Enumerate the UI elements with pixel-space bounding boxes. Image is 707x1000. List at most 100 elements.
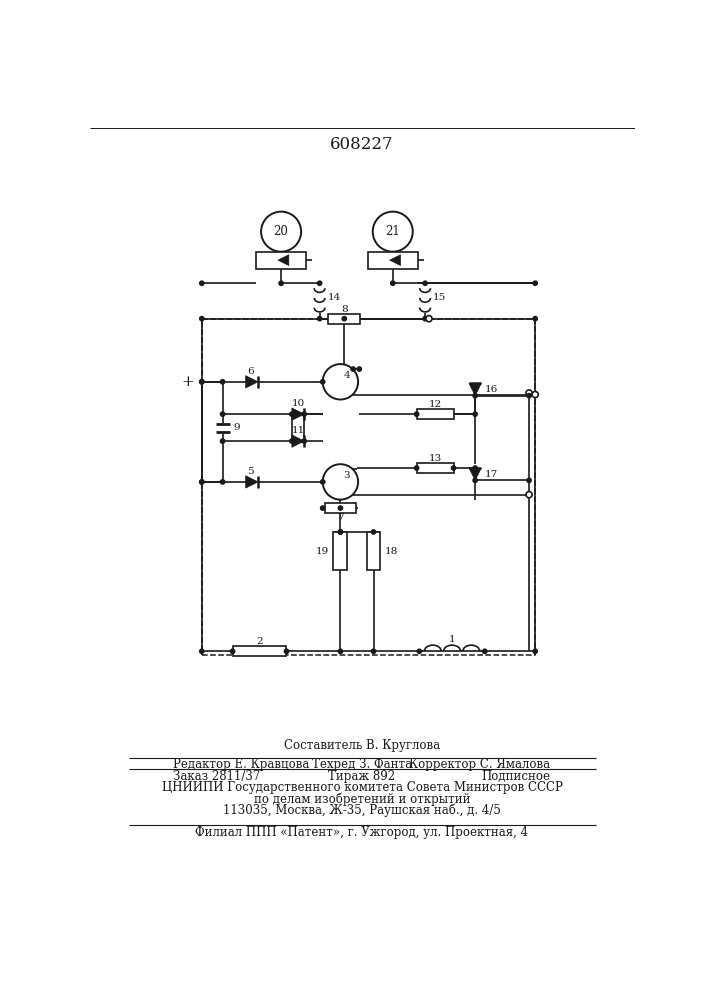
Circle shape [533, 317, 537, 321]
Circle shape [532, 391, 538, 398]
Circle shape [526, 390, 532, 396]
Circle shape [473, 412, 477, 416]
Bar [256, 252, 306, 269]
Text: ЦНИИПИ Государственного комитета Совета Министров СССР: ЦНИИПИ Государственного комитета Совета … [161, 781, 562, 794]
Circle shape [320, 380, 325, 384]
Text: 1: 1 [449, 635, 455, 644]
Circle shape [284, 649, 288, 653]
Polygon shape [292, 435, 304, 447]
Circle shape [527, 394, 531, 398]
Circle shape [452, 466, 456, 470]
Circle shape [351, 367, 356, 371]
Text: 8: 8 [341, 305, 348, 314]
Bar [328, 314, 361, 324]
Bar [368, 252, 418, 269]
Polygon shape [278, 255, 288, 266]
Polygon shape [469, 383, 481, 396]
Bar [366, 532, 380, 570]
Text: Корректор С. Ямалова: Корректор С. Ямалова [409, 758, 551, 771]
Circle shape [483, 649, 487, 653]
Circle shape [414, 466, 419, 470]
Text: 6: 6 [247, 367, 254, 376]
Circle shape [371, 530, 375, 534]
Text: Филиал ППП «Патент», г. Ужгород, ул. Проектная, 4: Филиал ППП «Патент», г. Ужгород, ул. Про… [195, 826, 529, 839]
Text: 10: 10 [291, 399, 305, 408]
Text: Техред З. Фанта: Техред З. Фанта [312, 758, 412, 771]
Circle shape [221, 480, 225, 484]
Circle shape [199, 281, 204, 285]
Bar [334, 532, 347, 570]
Circle shape [473, 478, 477, 483]
Circle shape [261, 212, 301, 252]
Text: по делам изобретений и открытий: по делам изобретений и открытий [254, 792, 470, 806]
Circle shape [199, 480, 204, 484]
Polygon shape [246, 476, 258, 488]
Circle shape [221, 439, 225, 443]
Text: +: + [181, 375, 194, 389]
Circle shape [199, 380, 204, 384]
Circle shape [317, 317, 322, 321]
Circle shape [199, 649, 204, 653]
Circle shape [390, 281, 395, 285]
Polygon shape [292, 408, 304, 420]
Circle shape [322, 464, 358, 500]
Circle shape [527, 492, 531, 497]
Text: 13: 13 [428, 454, 442, 463]
Circle shape [320, 480, 325, 484]
Polygon shape [390, 255, 400, 266]
Text: 16: 16 [484, 385, 498, 394]
Text: 12: 12 [428, 400, 442, 409]
Bar [201, 319, 535, 655]
Circle shape [221, 412, 225, 416]
Circle shape [473, 466, 477, 470]
Text: Заказ 2811/37: Заказ 2811/37 [173, 770, 260, 783]
Text: 20: 20 [274, 225, 288, 238]
Circle shape [317, 281, 322, 285]
Text: Тираж 892: Тираж 892 [328, 770, 395, 783]
Circle shape [371, 649, 375, 653]
Circle shape [338, 530, 343, 534]
Text: 2: 2 [256, 637, 263, 646]
Circle shape [426, 316, 432, 322]
Text: 113035, Москва, Ж-35, Раушская наб., д. 4/5: 113035, Москва, Ж-35, Раушская наб., д. … [223, 804, 501, 817]
Text: 3: 3 [343, 471, 350, 480]
Circle shape [199, 317, 204, 321]
Bar [416, 409, 454, 419]
Circle shape [338, 506, 343, 510]
Circle shape [533, 649, 537, 653]
Circle shape [417, 649, 421, 653]
Text: 4: 4 [343, 371, 350, 380]
Text: Подписное: Подписное [481, 770, 551, 783]
Circle shape [290, 439, 294, 443]
Text: 14: 14 [327, 293, 341, 302]
Text: 7: 7 [337, 513, 344, 522]
Circle shape [357, 367, 361, 371]
Bar [233, 646, 286, 656]
Circle shape [320, 506, 325, 510]
Circle shape [221, 380, 225, 384]
Circle shape [338, 649, 343, 653]
Circle shape [290, 412, 294, 416]
Circle shape [302, 412, 306, 416]
Text: 15: 15 [433, 293, 446, 302]
Circle shape [199, 380, 204, 384]
Circle shape [527, 392, 531, 397]
Text: 11: 11 [291, 426, 305, 435]
Circle shape [342, 317, 346, 321]
Circle shape [527, 392, 531, 397]
Circle shape [473, 394, 477, 398]
Circle shape [230, 649, 235, 653]
Text: Редактор Е. Кравцова: Редактор Е. Кравцова [173, 758, 309, 771]
Circle shape [423, 317, 427, 321]
Circle shape [338, 530, 343, 534]
Bar [325, 503, 356, 513]
Circle shape [373, 212, 413, 252]
Bar [416, 463, 454, 473]
Text: 608227: 608227 [330, 136, 394, 153]
Circle shape [302, 439, 306, 443]
Circle shape [526, 492, 532, 498]
Circle shape [199, 480, 204, 484]
Circle shape [414, 412, 419, 416]
Text: 5: 5 [247, 467, 254, 476]
Text: 9: 9 [233, 424, 240, 432]
